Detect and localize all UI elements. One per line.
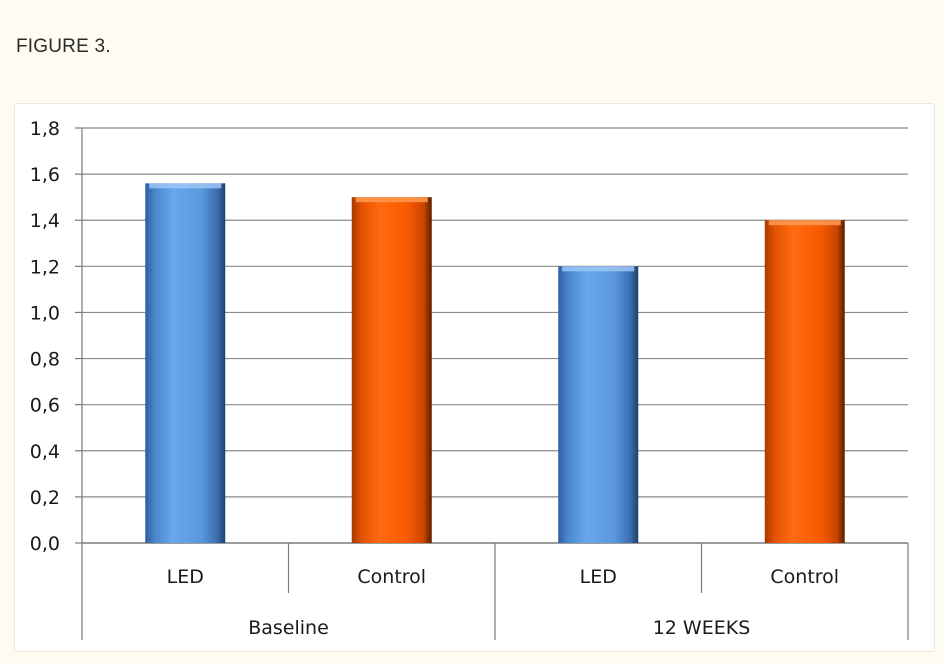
bar-baseline-led <box>145 183 226 544</box>
x-group-label: Baseline <box>248 617 329 639</box>
x-category-label: Control <box>770 566 839 588</box>
y-tick-label: 0,6 <box>30 395 60 417</box>
x-group-label: 12 WEEKS <box>653 617 751 639</box>
x-category-label: LED <box>580 566 617 588</box>
y-tick-label: 1,6 <box>30 164 60 186</box>
y-tick-label: 1,4 <box>30 210 60 232</box>
y-tick-label: 0,2 <box>30 487 60 509</box>
x-category-label: Control <box>357 566 426 588</box>
y-tick-label: 1,8 <box>30 118 60 140</box>
y-tick-label: 0,8 <box>30 349 60 371</box>
y-tick-label: 1,2 <box>30 256 60 278</box>
bar-12-weeks-control <box>764 220 845 543</box>
bar-baseline-control <box>351 197 432 543</box>
bar-cap <box>768 220 841 226</box>
bar-cap <box>355 197 428 203</box>
y-tick-label: 0,4 <box>30 441 60 463</box>
y-tick-label: 1,0 <box>30 302 60 324</box>
bar-cap <box>149 183 222 189</box>
bar-cap <box>562 266 635 272</box>
x-category-label: LED <box>167 566 204 588</box>
bar-12-weeks-led <box>558 266 639 543</box>
y-tick-label: 0,0 <box>30 533 60 555</box>
figure-label: FIGURE 3. <box>16 36 111 57</box>
